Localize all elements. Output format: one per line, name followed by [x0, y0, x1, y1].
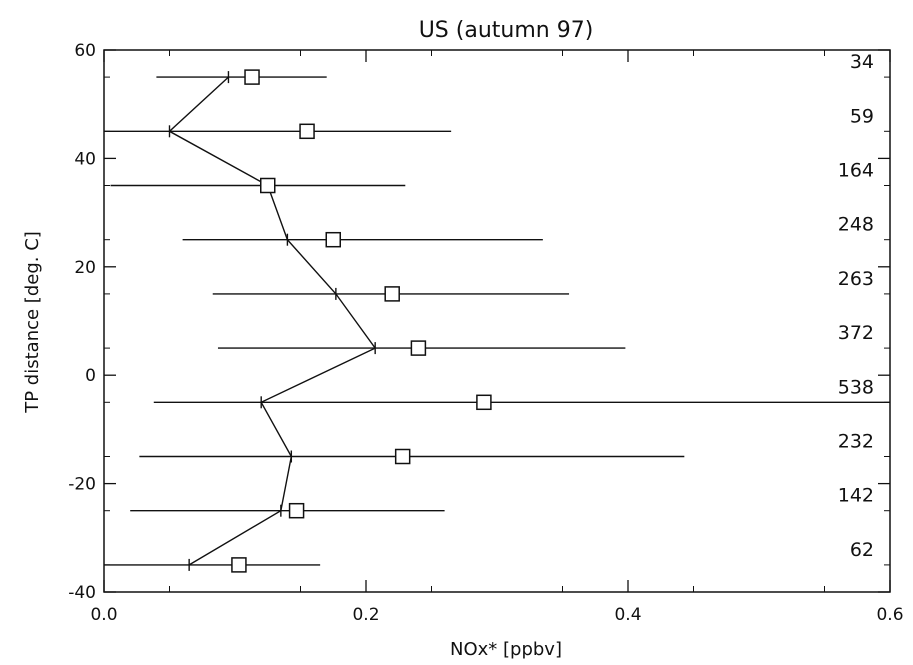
mean-marker [410, 340, 427, 356]
mean-marker [476, 394, 492, 411]
count-label: 34 [850, 51, 874, 73]
y-tick-label: 60 [74, 41, 96, 61]
mean-marker [394, 448, 411, 465]
x-tick-label: 0.6 [876, 605, 903, 625]
count-label: 538 [838, 376, 874, 398]
count-label: 164 [838, 160, 874, 182]
y-tick-label: -20 [68, 475, 96, 495]
x-tick-label: 0.2 [352, 605, 379, 625]
count-label: 372 [838, 322, 874, 344]
count-label: 248 [838, 214, 874, 236]
mean-marker [260, 177, 276, 194]
plot-frame [103, 49, 891, 593]
count-label: 59 [850, 105, 874, 127]
y-tick-label: 0 [85, 366, 96, 386]
axis-ticks: 0.0 0.2 0.4 0.6 -40 -20 0 20 40 60 [68, 41, 903, 625]
chart-title: US (autumn 97) [419, 18, 594, 43]
count-label: 142 [838, 485, 874, 507]
x-axis-label: NOx* [ppbv] [450, 639, 562, 660]
count-label: 263 [838, 268, 874, 290]
mean-marker [299, 123, 315, 140]
mean-marker [384, 286, 400, 302]
y-tick-label: -40 [68, 583, 96, 603]
y-tick-label: 20 [74, 258, 96, 278]
count-label: 62 [850, 539, 874, 561]
mean-marker [325, 231, 341, 248]
y-tick-label: 40 [74, 149, 96, 169]
mean-marker [288, 502, 305, 519]
x-tick-label: 0.4 [614, 605, 641, 625]
data-marks: 34 59 164 248 263 372 538 232 142 62 [104, 51, 890, 573]
median-profile-line [168, 76, 377, 566]
count-label: 232 [838, 431, 874, 453]
mean-marker [231, 557, 247, 573]
y-axis-label: TP distance [deg. C] [22, 231, 43, 414]
mean-marker [244, 69, 260, 85]
x-tick-label: 0.0 [90, 605, 117, 625]
